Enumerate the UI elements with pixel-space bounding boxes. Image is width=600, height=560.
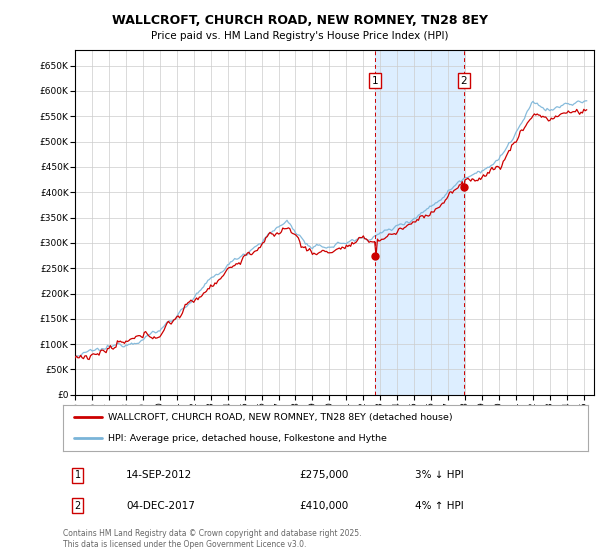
Text: WALLCROFT, CHURCH ROAD, NEW ROMNEY, TN28 8EY (detached house): WALLCROFT, CHURCH ROAD, NEW ROMNEY, TN28… [107, 413, 452, 422]
Text: 1: 1 [372, 76, 379, 86]
Text: £410,000: £410,000 [299, 501, 349, 511]
Text: 2: 2 [74, 501, 81, 511]
Text: 14-SEP-2012: 14-SEP-2012 [126, 470, 192, 480]
Text: 1: 1 [74, 470, 81, 480]
Bar [376, 50, 464, 395]
Text: 2: 2 [460, 76, 467, 86]
Text: WALLCROFT, CHURCH ROAD, NEW ROMNEY, TN28 8EY: WALLCROFT, CHURCH ROAD, NEW ROMNEY, TN28… [112, 14, 488, 27]
Text: 04-DEC-2017: 04-DEC-2017 [126, 501, 195, 511]
Text: Contains HM Land Registry data © Crown copyright and database right 2025.
This d: Contains HM Land Registry data © Crown c… [63, 529, 361, 549]
Text: 4% ↑ HPI: 4% ↑ HPI [415, 501, 464, 511]
Text: £275,000: £275,000 [299, 470, 349, 480]
Text: 3% ↓ HPI: 3% ↓ HPI [415, 470, 464, 480]
Text: Price paid vs. HM Land Registry's House Price Index (HPI): Price paid vs. HM Land Registry's House … [151, 31, 449, 41]
Text: HPI: Average price, detached house, Folkestone and Hythe: HPI: Average price, detached house, Folk… [107, 434, 386, 443]
